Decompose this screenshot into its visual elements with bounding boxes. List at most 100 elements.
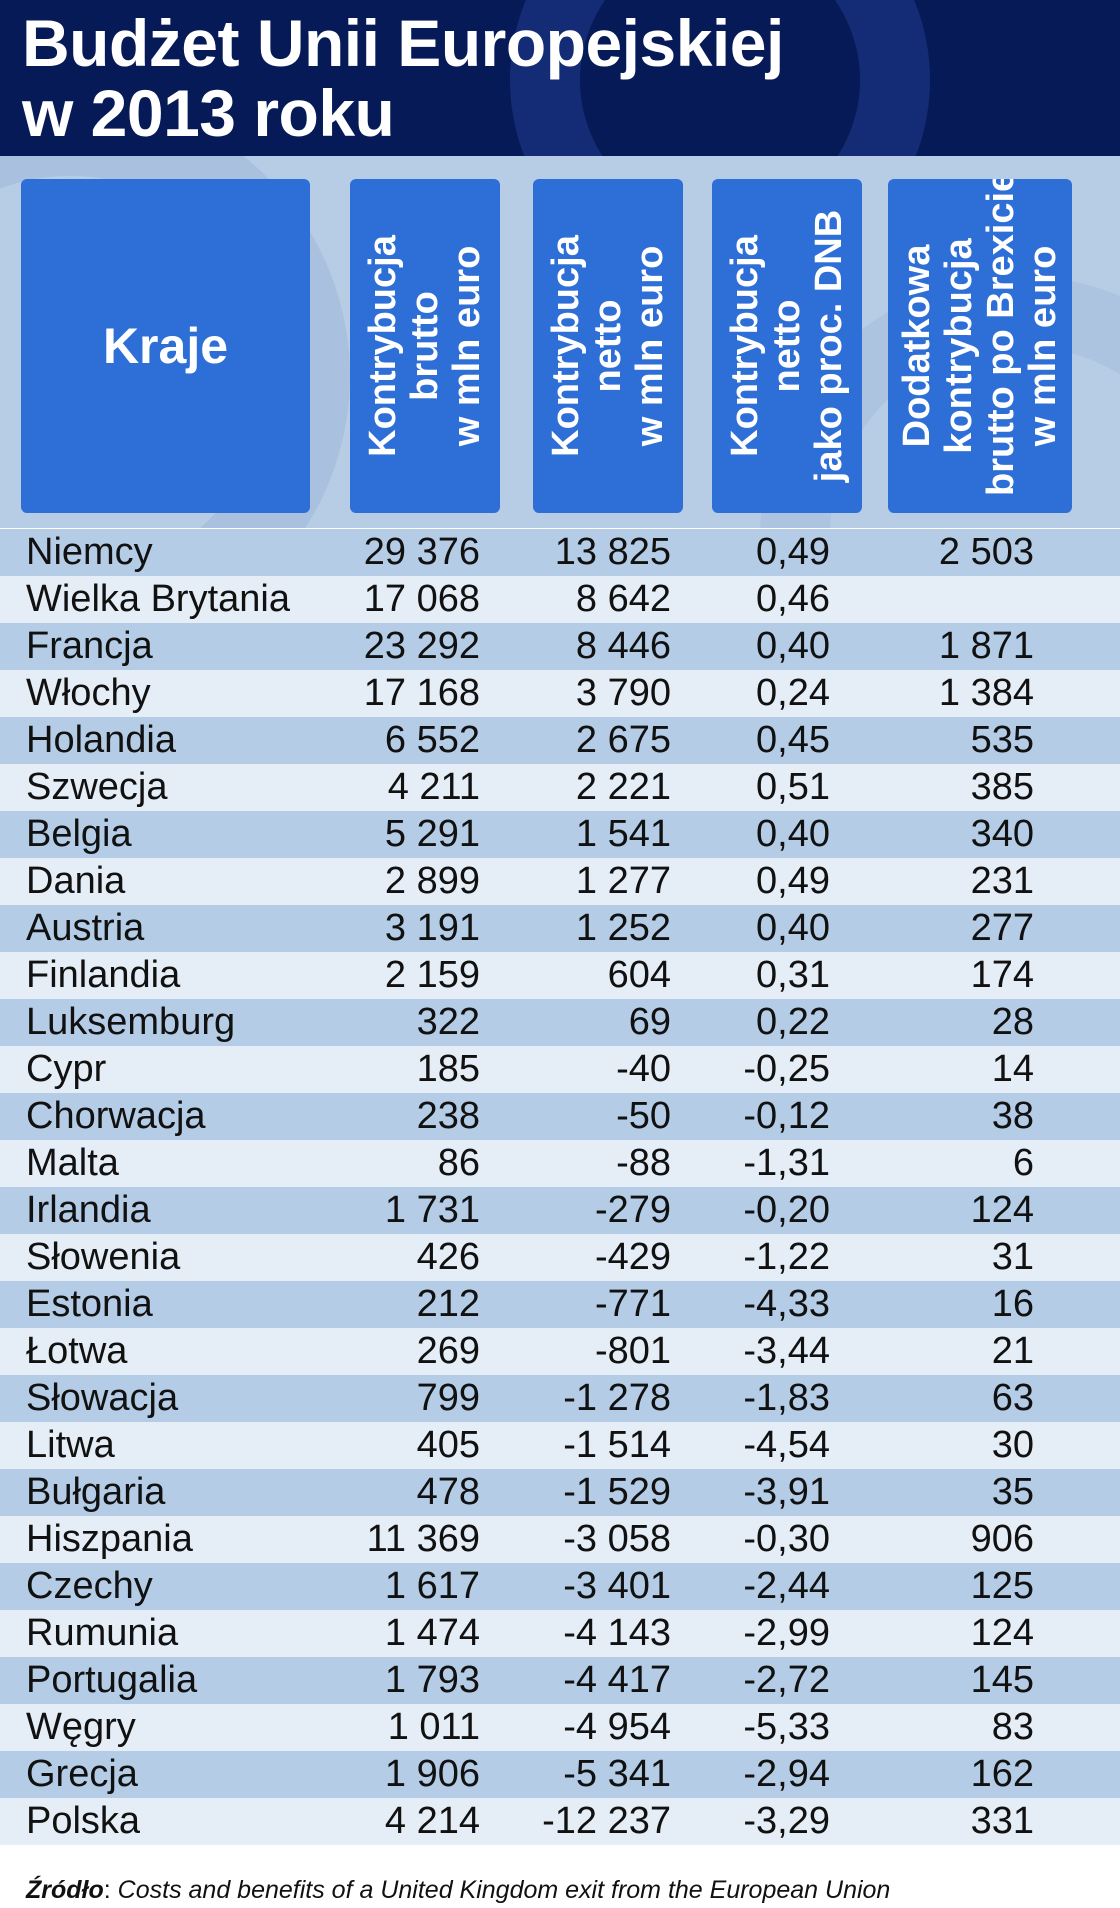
cell-gross: 86	[437, 1142, 480, 1184]
cell-gni-percent: -2,44	[743, 1565, 830, 1607]
title-line-1: Budżet Unii Europejskiej	[22, 6, 784, 80]
header-line: brutto po Brexicie	[980, 179, 1022, 496]
header-line: w mln euro	[446, 245, 488, 447]
cell-net: -3 058	[563, 1518, 671, 1560]
column-header-gross: Kontrybucja brutto w mln euro	[350, 179, 500, 513]
cell-gni-percent: -2,72	[743, 1659, 830, 1701]
cell-gni-percent: 0,45	[756, 719, 830, 761]
cell-gni-percent: 0,40	[756, 907, 830, 949]
cell-gross: 1 617	[384, 1565, 480, 1607]
cell-gni-percent: -3,29	[743, 1800, 830, 1842]
header-line: brutto	[404, 291, 446, 401]
cell-country: Słowenia	[26, 1236, 181, 1278]
column-header-label: Kontrybucja netto w mln euro	[545, 196, 671, 496]
cell-brexit-extra: 14	[991, 1048, 1034, 1090]
cell-country: Belgia	[26, 813, 132, 855]
cell-gni-percent: 0,46	[756, 578, 830, 620]
cell-net: 69	[628, 1001, 671, 1043]
cell-net: 2 675	[575, 719, 671, 761]
cell-gross: 322	[416, 1001, 480, 1043]
cell-gni-percent: 0,31	[756, 954, 830, 996]
cell-gross: 212	[416, 1283, 480, 1325]
cell-brexit-extra: 63	[991, 1377, 1034, 1419]
cell-net: -12 237	[542, 1800, 671, 1842]
cell-gni-percent: 0,51	[756, 766, 830, 808]
table-row: Francja 23 292 8 446 0,40 1 871	[0, 623, 1120, 670]
cell-brexit-extra: 124	[970, 1612, 1034, 1654]
table-row: Bułgaria 478 -1 529 -3,91 35	[0, 1469, 1120, 1516]
cell-country: Grecja	[26, 1753, 138, 1795]
column-header-label: Kontrybucja netto jako proc. DNB	[724, 196, 850, 496]
table-row: Malta 86 -88 -1,31 6	[0, 1140, 1120, 1187]
cell-brexit-extra: 1 384	[938, 672, 1034, 714]
cell-gross: 1 731	[384, 1189, 480, 1231]
cell-gni-percent: -4,54	[743, 1424, 830, 1466]
cell-country: Łotwa	[26, 1330, 128, 1372]
table-row: Polska 4 214 -12 237 -3,29 331	[0, 1798, 1120, 1845]
cell-gross: 269	[416, 1330, 480, 1372]
cell-net: -1 529	[563, 1471, 671, 1513]
cell-gross: 23 292	[363, 625, 480, 667]
cell-gni-percent: -4,33	[743, 1283, 830, 1325]
page-title: Budżet Unii Europejskiej w 2013 roku	[22, 8, 784, 148]
column-header-countries: Kraje	[21, 179, 310, 513]
cell-net: -3 401	[563, 1565, 671, 1607]
cell-gross: 4 211	[387, 766, 480, 808]
cell-country: Włochy	[26, 672, 151, 714]
table-row: Irlandia 1 731 -279 -0,20 124	[0, 1187, 1120, 1234]
data-table: Niemcy 29 376 13 825 0,49 2 503 Wielka Brytan…	[0, 529, 1120, 1845]
table-row: Hiszpania 11 369 -3 058 -0,30 906	[0, 1516, 1120, 1563]
table-row: Dania 2 899 1 277 0,49 231	[0, 858, 1120, 905]
table-row: Luksemburg 322 69 0,22 28	[0, 999, 1120, 1046]
title-banner: Budżet Unii Europejskiej w 2013 roku	[0, 0, 1120, 156]
cell-gni-percent: -5,33	[743, 1706, 830, 1748]
table-row: Austria 3 191 1 252 0,40 277	[0, 905, 1120, 952]
cell-net: 1 541	[575, 813, 671, 855]
cell-gross: 6 552	[384, 719, 480, 761]
cell-gni-percent: -0,20	[743, 1189, 830, 1231]
cell-gni-percent: 0,22	[756, 1001, 830, 1043]
cell-brexit-extra: 30	[991, 1424, 1034, 1466]
title-line-2: w 2013 roku	[22, 76, 395, 150]
cell-net: 1 277	[575, 860, 671, 902]
cell-brexit-extra: 331	[970, 1800, 1034, 1842]
cell-country: Luksemburg	[26, 1001, 236, 1043]
cell-gross: 238	[416, 1095, 480, 1137]
cell-net: -40	[616, 1048, 671, 1090]
table-row: Chorwacja 238 -50 -0,12 38	[0, 1093, 1120, 1140]
column-header-label: Kraje	[102, 318, 229, 374]
cell-country: Wielka Brytania	[26, 578, 290, 620]
cell-country: Litwa	[26, 1424, 115, 1466]
cell-brexit-extra: 385	[970, 766, 1034, 808]
cell-gni-percent: -3,91	[743, 1471, 830, 1513]
cell-net: 13 825	[554, 531, 671, 573]
cell-brexit-extra: 31	[991, 1236, 1034, 1278]
header-line: w mln euro	[629, 245, 671, 447]
header-line: kontrybucja	[938, 238, 980, 454]
cell-gni-percent: -2,94	[743, 1753, 830, 1795]
header-line: Kontrybucja	[545, 235, 587, 457]
cell-net: 3 790	[575, 672, 671, 714]
table-row: Portugalia 1 793 -4 417 -2,72 145	[0, 1657, 1120, 1704]
cell-gross: 17 168	[363, 672, 480, 714]
cell-brexit-extra: 340	[970, 813, 1034, 855]
cell-country: Bułgaria	[26, 1471, 166, 1513]
cell-gross: 185	[416, 1048, 480, 1090]
header-line: Kontrybucja	[724, 235, 766, 457]
column-header-net: Kontrybucja netto w mln euro	[533, 179, 683, 513]
header-line: netto	[766, 299, 808, 393]
cell-country: Cypr	[26, 1048, 107, 1090]
cell-brexit-extra: 124	[970, 1189, 1034, 1231]
cell-net: -771	[594, 1283, 671, 1325]
cell-gross: 478	[416, 1471, 480, 1513]
cell-gni-percent: 0,49	[756, 531, 830, 573]
cell-gni-percent: -1,22	[743, 1236, 830, 1278]
cell-net: 8 642	[575, 578, 671, 620]
column-header-label: Kontrybucja brutto w mln euro	[362, 196, 488, 496]
cell-country: Estonia	[26, 1283, 153, 1325]
cell-brexit-extra: 35	[991, 1471, 1034, 1513]
table-row: Niemcy 29 376 13 825 0,49 2 503	[0, 529, 1120, 576]
table-row: Węgry 1 011 -4 954 -5,33 83	[0, 1704, 1120, 1751]
table-row: Rumunia 1 474 -4 143 -2,99 124	[0, 1610, 1120, 1657]
cell-net: -50	[616, 1095, 671, 1137]
